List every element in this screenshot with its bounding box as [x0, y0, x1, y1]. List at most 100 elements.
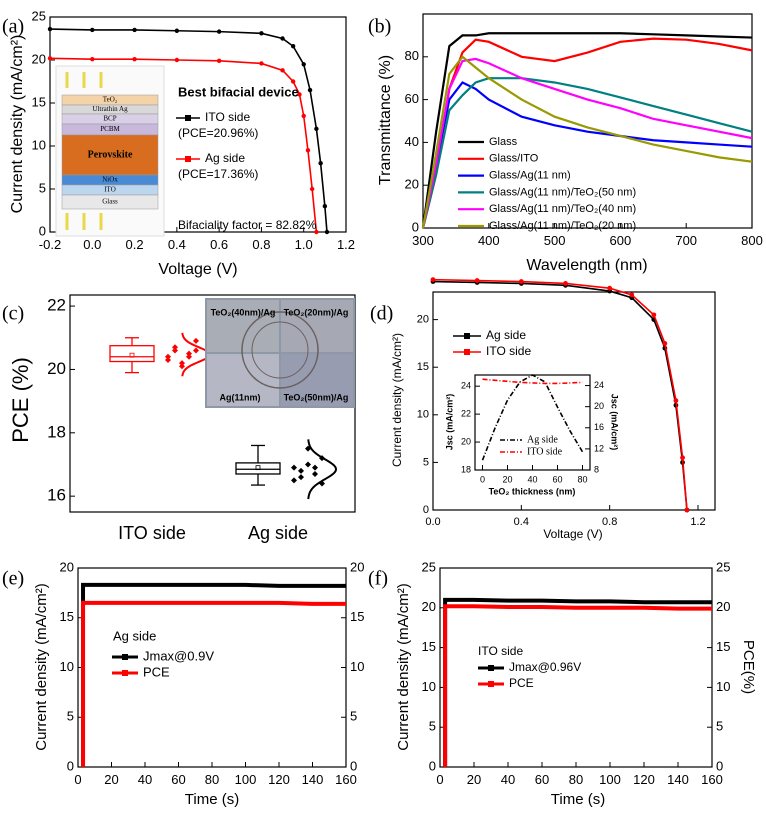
- y-axis-label: Transmittance (%): [377, 55, 394, 185]
- series-line: [421, 57, 753, 229]
- series-marker: [309, 186, 315, 192]
- y-tick-label: 40: [405, 134, 419, 149]
- series-line: [421, 77, 753, 229]
- y-tick-label: 15: [417, 361, 429, 373]
- x-tick-label: ITO side: [118, 523, 186, 543]
- series-marker: [430, 277, 436, 283]
- point: [291, 477, 297, 484]
- photo-label: TeO₂(20nm)/Ag: [284, 307, 349, 317]
- x-tick-label: Ag side: [248, 523, 308, 543]
- legend-label: Ag side: [205, 151, 245, 165]
- x-tick-label: 600: [610, 233, 632, 248]
- legend-label: Ag side: [527, 434, 558, 445]
- legend-label: Glass/Ag(11 nm)/TeO₂(20 nm): [489, 220, 636, 232]
- point: [193, 347, 199, 354]
- x-tick-label: 40: [527, 474, 537, 484]
- point: [305, 461, 311, 468]
- y-tick-label: 20: [461, 436, 471, 446]
- series-marker: [297, 92, 302, 97]
- mean: [129, 352, 135, 358]
- series-line: [421, 81, 753, 229]
- y-tick-label: 0: [423, 504, 429, 516]
- x-tick-label: 40: [501, 772, 515, 787]
- x-tick-label: 140: [667, 772, 689, 787]
- series-line: [49, 28, 328, 233]
- point: [312, 470, 318, 477]
- series-marker: [324, 229, 330, 235]
- point: [165, 356, 171, 363]
- x-tick-label: 80: [205, 772, 219, 787]
- x-tick-label: 0.4: [514, 516, 529, 528]
- legend-label: Glass/Ag(11 nm)/TeO₂(50 nm): [489, 186, 636, 198]
- point: [312, 464, 318, 471]
- point: [172, 347, 178, 354]
- y-tick-label: 80: [405, 48, 419, 63]
- photo-cell: [207, 354, 279, 406]
- x-tick-label: 0.4: [168, 237, 186, 252]
- layer-label: ITO: [104, 186, 116, 194]
- y2-tick-label: 5: [716, 719, 723, 734]
- legend-marker: [488, 681, 494, 687]
- y2-tick-label: 25: [716, 559, 730, 574]
- series-marker: [629, 292, 635, 298]
- legend-title: Ag side: [113, 628, 156, 643]
- legend-label: PCE: [143, 664, 170, 679]
- series-marker: [307, 87, 313, 93]
- photo-seal: [251, 321, 309, 379]
- x-tick-label: 80: [569, 772, 583, 787]
- series-line: [443, 604, 712, 767]
- series-marker: [314, 229, 319, 235]
- x-tick-label: 0: [436, 772, 443, 787]
- point: [186, 353, 192, 360]
- series-marker: [216, 58, 222, 64]
- series-marker: [132, 27, 137, 33]
- annotation: (PCE=20.96%): [178, 126, 258, 140]
- x-tick-label: 80: [577, 474, 587, 484]
- x-tick-label: 120: [268, 772, 290, 787]
- y2-tick-label: 20: [594, 401, 604, 411]
- x-tick-label: 500: [544, 233, 566, 248]
- y-axis-label: Current density (mA/cm²): [9, 35, 26, 214]
- legend-label: PCE: [509, 676, 534, 690]
- series-marker: [651, 312, 657, 318]
- x-tick-label: 100: [235, 772, 257, 787]
- series-marker: [174, 28, 180, 33]
- x-tick-label: 20: [467, 772, 481, 787]
- series-marker: [259, 31, 264, 36]
- x-tick-label: 0.8: [602, 516, 617, 528]
- legend-marker: [122, 654, 128, 660]
- distribution-curve: [307, 439, 338, 500]
- series-marker: [174, 57, 180, 63]
- series-marker: [280, 68, 285, 73]
- series-line: [481, 374, 584, 461]
- y-tick-label: 15: [60, 609, 74, 624]
- x-tick-label: 20: [104, 772, 118, 787]
- legend-label: Glass/Ag(11 nm)/TeO₂(40 nm): [489, 203, 636, 215]
- legend-label: Glass/Ag(11 nm): [489, 170, 571, 182]
- y2-tick-label: 24: [594, 380, 604, 390]
- y-tick-label: 20: [32, 51, 46, 66]
- x-tick-label: 300: [412, 233, 434, 248]
- point: [179, 363, 185, 370]
- y-tick-label: 5: [39, 180, 46, 195]
- series-marker: [563, 281, 568, 286]
- x-tick-label: 60: [171, 772, 185, 787]
- series-marker: [47, 26, 53, 32]
- series-marker: [47, 56, 53, 61]
- y2-tick-label: 15: [716, 639, 730, 654]
- legend-label: Jmax@0.9V: [143, 648, 214, 663]
- series-marker: [90, 27, 95, 33]
- layer-label: NiOx: [102, 176, 118, 184]
- series-line: [421, 55, 753, 229]
- y-tick-label: 0: [429, 758, 436, 773]
- y2-tick-label: 0: [350, 758, 357, 773]
- x-tick-label: 0.2: [126, 237, 144, 252]
- y-tick-label: 20: [405, 177, 419, 192]
- y-tick-label: 10: [32, 137, 46, 152]
- legend-label: Glass/ITO: [489, 153, 539, 165]
- y2-tick-label: 16: [594, 422, 604, 432]
- series-marker: [216, 29, 222, 34]
- series-marker: [607, 285, 613, 291]
- point: [172, 344, 178, 351]
- x-tick-label: 40: [138, 772, 152, 787]
